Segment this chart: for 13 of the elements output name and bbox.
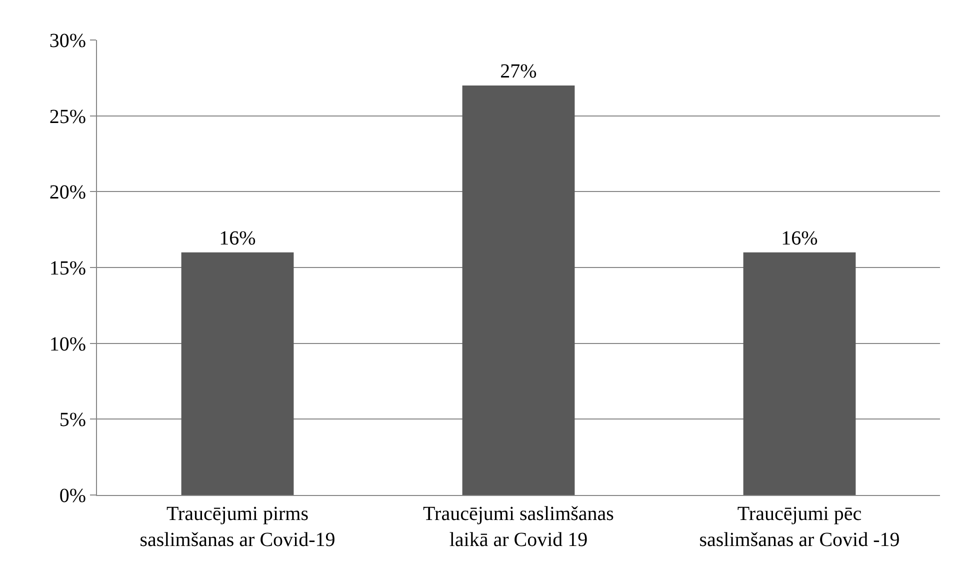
- data-label: 16%: [781, 227, 818, 250]
- y-tick-label: 30%: [49, 30, 86, 52]
- y-tick-label: 25%: [49, 106, 86, 128]
- y-tick-label: 5%: [59, 409, 86, 432]
- data-label: 27%: [500, 60, 537, 82]
- x-tick-label: Traucējumi pēc saslimšanas ar Covid -19: [699, 503, 900, 551]
- data-label: 16%: [219, 227, 256, 250]
- x-tick-label: Traucējumi pirms saslimšanas ar Covid-19: [140, 503, 336, 551]
- y-tick-label: 15%: [49, 258, 86, 280]
- y-tick-label: 20%: [49, 182, 86, 204]
- y-tick-label: 10%: [49, 333, 86, 356]
- x-tick-label: Traucējumi saslimšanas laikā ar Covid 19: [423, 503, 614, 551]
- y-tick-label: 0%: [59, 485, 86, 507]
